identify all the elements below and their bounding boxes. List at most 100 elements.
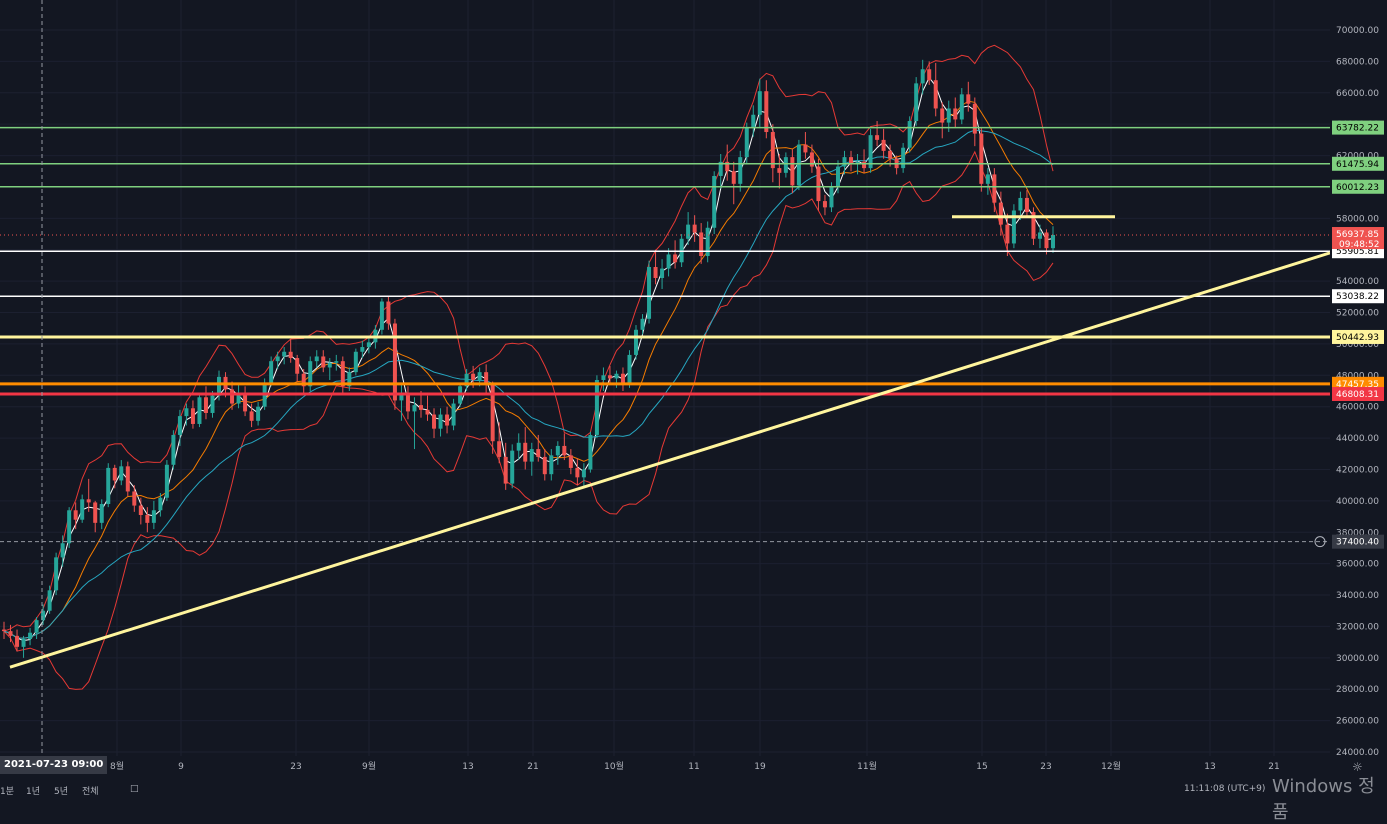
time-tick: 11 — [688, 762, 699, 772]
candle-body — [21, 638, 26, 647]
candle-body — [751, 114, 756, 128]
candle-body — [738, 157, 743, 184]
candle-body — [809, 152, 814, 167]
candle-body — [243, 392, 248, 412]
candle-body — [959, 94, 964, 120]
candle-body — [998, 202, 1003, 225]
candle-body — [1011, 210, 1016, 244]
candle-body — [197, 397, 202, 424]
candle-body — [568, 455, 573, 468]
candle-body — [112, 467, 117, 481]
calendar-icon[interactable]: □ — [130, 784, 139, 794]
price-tick: 34000.00 — [1336, 591, 1379, 601]
candle-body — [888, 150, 893, 159]
band-lower — [3, 150, 1054, 690]
candle-body — [946, 108, 951, 123]
time-tick: 9월 — [362, 760, 376, 772]
candle-body — [868, 135, 873, 169]
range-all-button[interactable]: 전체 — [82, 787, 99, 797]
trendlines[interactable] — [9, 215, 1331, 669]
crosshair-price-bg — [1332, 534, 1384, 549]
candle-body — [822, 201, 827, 208]
candle-body — [405, 392, 410, 412]
current-price-label: 56937.85 — [1336, 230, 1379, 240]
candle-body — [953, 108, 958, 120]
time-tick: 21 — [1268, 762, 1279, 772]
candle-body — [562, 445, 567, 456]
candle-body — [275, 356, 280, 362]
price-tick: 38000.00 — [1336, 528, 1379, 538]
candle-body — [940, 108, 945, 123]
level-label-bg — [1332, 179, 1384, 194]
crosshair-date-label: 2021-07-23 09:00 — [0, 756, 108, 774]
candle-body — [699, 232, 704, 257]
level-label: 46808.31 — [1336, 390, 1379, 400]
candle-body — [516, 442, 521, 451]
candle-body — [412, 405, 417, 412]
candle-body — [549, 455, 554, 475]
price-chart[interactable]: 24000.00 26000.00 28000.00 30000.00 32000.00… — [0, 0, 1387, 794]
candle-body — [731, 171, 736, 184]
candle-body — [99, 504, 104, 523]
crosshair-price-label: 37400.40 — [1336, 538, 1379, 548]
level-label-bg — [1332, 329, 1384, 344]
rising-support-trendline[interactable] — [9, 251, 1331, 669]
horizontal-levels[interactable] — [0, 0, 1330, 756]
price-tick: 62000.00 — [1336, 152, 1379, 162]
candle-body — [28, 632, 33, 639]
bollinger-bands — [3, 44, 1054, 690]
candle-body — [529, 449, 534, 462]
candle-body — [256, 406, 261, 421]
range-1y-button[interactable]: 1년 — [26, 787, 41, 797]
candle-body — [712, 175, 717, 228]
level-label-bg — [1332, 120, 1384, 135]
time-axis[interactable]: 8월 9 23 9월 13 21 10월 11 19 11월 15 23 12월 13 21 — [0, 756, 1387, 776]
candle-body — [757, 91, 762, 115]
candle-body — [660, 268, 665, 278]
candle-body — [725, 161, 730, 172]
time-tick: 19 — [754, 762, 766, 772]
candle-body — [340, 361, 345, 387]
candle-body — [705, 227, 710, 257]
candle-body — [855, 161, 860, 164]
windows-watermark: Windows 정품 — [1272, 776, 1375, 823]
candle-body — [718, 161, 723, 176]
candle-body — [477, 372, 482, 381]
candle-body — [901, 147, 906, 169]
candle-body — [875, 135, 880, 140]
candle-body — [490, 384, 495, 442]
candle-body — [1051, 234, 1055, 249]
time-tick: 11월 — [857, 760, 877, 772]
time-tick: 9 — [178, 762, 184, 772]
candle-body — [471, 373, 476, 381]
add-alert-icon[interactable] — [1314, 536, 1326, 548]
candle-body — [770, 132, 775, 169]
candle-body — [510, 450, 515, 484]
candle-body — [816, 166, 821, 202]
range-1m-button[interactable]: 1분 — [0, 787, 15, 797]
candle-body — [119, 466, 124, 481]
candle-body — [132, 491, 137, 506]
time-tick: 8월 — [110, 760, 124, 772]
candle-body — [425, 409, 430, 415]
candle-body — [158, 497, 163, 511]
candle-body — [692, 224, 697, 233]
range-5y-button[interactable]: 5년 — [54, 787, 69, 797]
price-tick: 26000.00 — [1336, 717, 1379, 727]
candle-body — [288, 351, 293, 359]
candle-body — [914, 83, 919, 122]
candle-body — [184, 408, 189, 417]
candle-body — [686, 224, 691, 239]
candle-body — [542, 456, 547, 475]
candle-body — [34, 620, 39, 633]
candle-body — [829, 186, 834, 208]
candle-body — [933, 80, 938, 109]
gear-icon[interactable]: ☼ — [1352, 760, 1363, 774]
price-tick: 46000.00 — [1336, 403, 1379, 413]
candle-body — [308, 361, 313, 387]
time-tick: 15 — [976, 762, 987, 772]
level-label-bg — [1332, 289, 1384, 304]
candle-body — [151, 510, 156, 523]
candle-body — [327, 362, 332, 368]
candle-body — [230, 389, 235, 404]
